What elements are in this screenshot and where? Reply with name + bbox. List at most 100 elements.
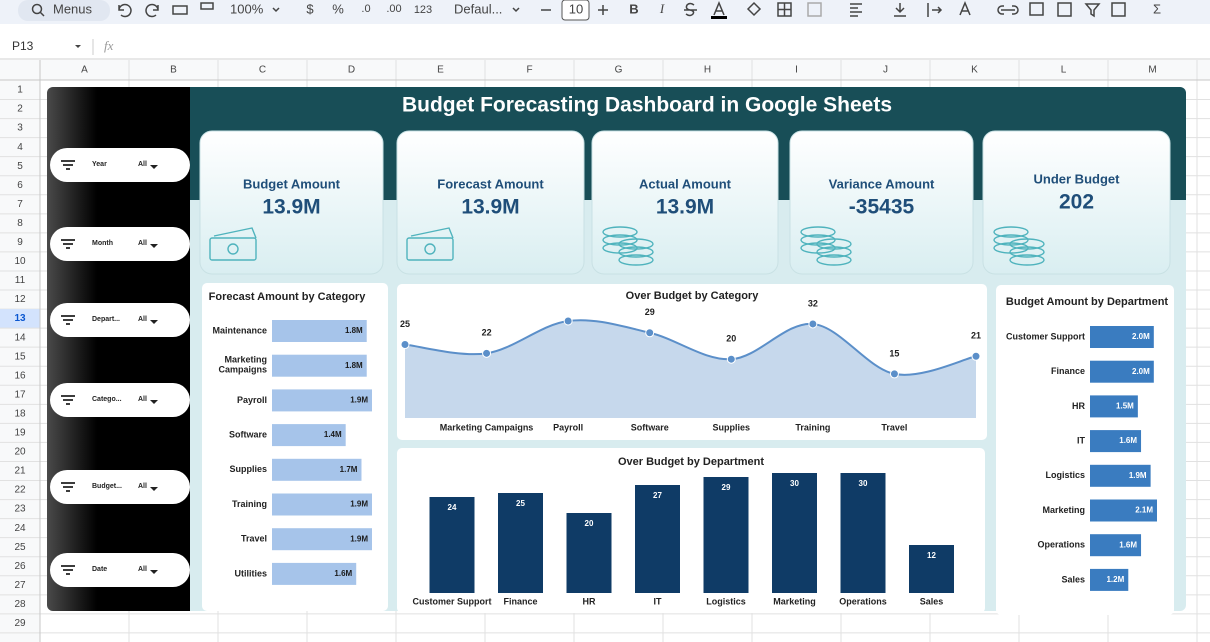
search-label[interactable]: Menus [53, 1, 93, 16]
row-header[interactable]: 17 [14, 389, 26, 400]
coins-icon [1009, 246, 1045, 258]
undo[interactable] [118, 3, 132, 18]
row-header[interactable]: 16 [14, 370, 26, 381]
font-size-box[interactable] [561, 0, 590, 21]
insert-chart[interactable] [1057, 2, 1072, 17]
column-header[interactable]: I [795, 65, 798, 76]
row-header[interactable]: 19 [14, 428, 26, 439]
number-format[interactable]: 123 [414, 4, 432, 16]
row-header[interactable]: 21 [14, 466, 26, 477]
filter-pill[interactable] [50, 303, 190, 337]
bold-button[interactable]: B [629, 1, 638, 16]
row-header[interactable]: 9 [17, 237, 23, 248]
row-header[interactable]: 14 [14, 332, 26, 343]
row-header[interactable]: 11 [15, 275, 26, 286]
category-label: Sales [1061, 574, 1085, 584]
column-header[interactable]: L [1061, 65, 1067, 76]
text-rotation[interactable] [959, 1, 971, 16]
create-filter[interactable] [1084, 3, 1101, 18]
row-header[interactable]: 4 [17, 142, 23, 153]
money-icon [406, 237, 454, 261]
filter-pill[interactable] [50, 383, 190, 417]
data-label: 25 [400, 319, 410, 329]
filter-pill[interactable] [50, 470, 190, 504]
row-header[interactable]: 24 [14, 523, 26, 534]
functions[interactable]: Σ [1153, 1, 1161, 16]
coins-icon [618, 254, 654, 266]
filter-value[interactable]: All [138, 396, 147, 403]
filter-views[interactable] [1111, 2, 1126, 17]
row-header[interactable]: 26 [14, 561, 26, 572]
horizontal-align[interactable] [850, 3, 862, 17]
increase-decimal[interactable]: .00 [386, 3, 401, 15]
search-box[interactable] [18, 0, 110, 21]
row-header[interactable]: 25 [14, 542, 26, 553]
row-header[interactable]: 6 [17, 180, 23, 191]
insert-comment[interactable] [1029, 2, 1044, 16]
decrease-decimal[interactable]: .0 [361, 3, 370, 15]
row-header[interactable]: 23 [14, 504, 26, 515]
font-size[interactable]: 10 [569, 1, 583, 16]
column-header[interactable]: C [259, 65, 266, 76]
filter-pill[interactable] [50, 148, 190, 182]
filter-value[interactable]: All [138, 566, 147, 573]
row-header[interactable]: 13 [14, 313, 26, 324]
increase-font-size[interactable] [598, 5, 608, 15]
category-label: Travel [241, 534, 267, 544]
row-header[interactable]: 28 [14, 599, 26, 610]
row-header[interactable]: 3 [17, 123, 23, 134]
column-header[interactable]: G [615, 65, 623, 76]
row-header[interactable]: 15 [14, 351, 26, 362]
text-color[interactable] [713, 1, 725, 16]
column-header[interactable]: D [348, 65, 355, 76]
column-header[interactable]: H [704, 65, 711, 76]
percent-format[interactable]: % [332, 1, 344, 16]
row-header[interactable]: 29 [14, 618, 26, 629]
column-header[interactable]: B [170, 65, 177, 76]
row-header[interactable]: 10 [14, 256, 26, 267]
column-header[interactable]: E [437, 65, 444, 76]
zoom[interactable]: 100% [230, 1, 264, 16]
column-header[interactable]: M [1148, 65, 1156, 76]
column-header[interactable]: J [883, 65, 888, 76]
filter-value[interactable]: All [138, 240, 147, 247]
paint-format[interactable] [200, 2, 214, 10]
row-header[interactable]: 1 [17, 85, 23, 96]
redo[interactable] [145, 3, 159, 18]
row-header[interactable]: 20 [14, 447, 26, 458]
strikethrough[interactable] [684, 2, 697, 17]
column-header[interactable]: K [971, 65, 978, 76]
row-header[interactable]: 8 [17, 218, 23, 229]
filter-value[interactable]: All [138, 483, 147, 490]
text-wrapping[interactable] [927, 3, 943, 17]
row-header[interactable]: 7 [17, 199, 23, 210]
column-header[interactable]: F [526, 65, 532, 76]
kpi-value: -35435 [849, 196, 915, 219]
filter-value[interactable]: All [138, 161, 147, 168]
category-label: Operations [1037, 540, 1085, 550]
search-icon [31, 3, 43, 15]
font-family[interactable]: Defaul... [454, 1, 502, 16]
row-header[interactable]: 2 [17, 104, 23, 115]
insert-link[interactable] [997, 5, 1019, 15]
category-label: Maintenance [212, 325, 267, 335]
filter-pill[interactable] [50, 227, 190, 261]
row-header[interactable]: 22 [14, 485, 26, 496]
row-header[interactable]: 18 [14, 408, 26, 419]
currency-format[interactable]: $ [306, 1, 314, 16]
italic-button[interactable]: I [659, 1, 665, 16]
row-header[interactable]: 27 [14, 580, 26, 591]
print[interactable] [172, 5, 188, 15]
column-header[interactable]: A [81, 65, 88, 76]
row-header[interactable]: 12 [14, 294, 26, 305]
filter-pill[interactable] [50, 553, 190, 587]
row-header[interactable]: 5 [17, 161, 23, 172]
category-label: Marketing [1042, 505, 1085, 515]
vertical-align[interactable] [894, 3, 906, 17]
filter-value[interactable]: All [138, 316, 147, 323]
kpi-card [982, 130, 1171, 275]
data-label: 25 [516, 499, 525, 508]
name-box[interactable]: P13 [12, 39, 34, 53]
fill-color[interactable] [746, 1, 762, 17]
merge-cells[interactable] [807, 2, 822, 17]
